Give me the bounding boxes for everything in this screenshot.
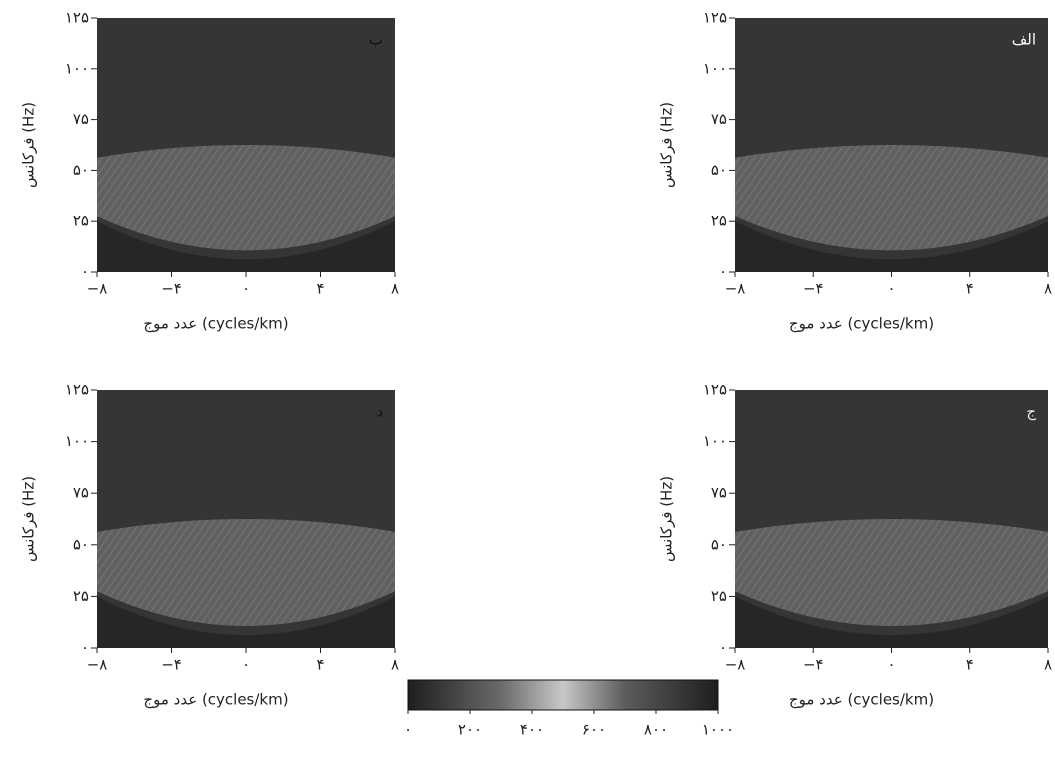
y-tick-label: ۰ — [81, 263, 89, 281]
spectrum-energy — [97, 519, 395, 627]
y-tick-label: ۷۵ — [73, 110, 89, 128]
x-tick-label: ۴ — [316, 280, 324, 298]
y-tick-label: ۷۵ — [73, 484, 89, 502]
colorbar-tick-label: ۶۰۰ — [582, 721, 606, 739]
y-tick-label: ۵۰ — [73, 161, 89, 179]
y-tick-label: ۲۵ — [711, 212, 727, 230]
y-tick-label: ۰ — [719, 263, 727, 281]
x-tick-label: −۴ — [161, 656, 182, 674]
y-tick-label: ۱۲۵ — [65, 381, 89, 399]
y-tick-label: ۱۰۰ — [703, 59, 727, 77]
x-axis-label: عدد موج (cycles/km) — [789, 691, 934, 710]
y-tick-label: ۲۵ — [73, 587, 89, 605]
x-tick-label: ۸ — [391, 656, 399, 674]
x-tick-label: −۴ — [803, 280, 824, 298]
y-tick-label: ۲۵ — [711, 587, 727, 605]
y-tick-label: ۱۲۵ — [65, 9, 89, 27]
x-tick-label: ۸ — [1044, 280, 1052, 298]
y-tick-label: ۱۲۵ — [703, 381, 727, 399]
x-tick-label: ۸ — [1044, 656, 1052, 674]
y-tick-label: ۵۰ — [73, 535, 89, 553]
spectrum-panel: ب — [97, 18, 395, 272]
colorbar-tick-label: ۱۰۰۰ — [702, 721, 734, 739]
x-tick-label: −۸ — [87, 656, 108, 674]
colorbar — [407, 679, 719, 711]
spectrum-panel: الف — [735, 18, 1048, 272]
x-axis-label: عدد موج (cycles/km) — [143, 315, 288, 334]
x-tick-label: ۴ — [966, 280, 974, 298]
y-tick-label: ۱۰۰ — [65, 432, 89, 450]
panel-label: د — [376, 403, 383, 421]
y-tick-label: ۱۰۰ — [703, 432, 727, 450]
x-tick-label: ۰ — [242, 656, 250, 674]
panel-label: الف — [1012, 31, 1036, 49]
x-tick-label: −۸ — [725, 280, 746, 298]
y-tick-label: ۱۲۵ — [703, 9, 727, 27]
y-tick-label: ۷۵ — [711, 484, 727, 502]
spectrum-energy — [735, 519, 1048, 627]
x-tick-label: ۸ — [391, 280, 399, 298]
colorbar-tick-label: ۴۰۰ — [520, 721, 544, 739]
spectrum-low — [97, 221, 395, 272]
x-tick-label: ۰ — [242, 280, 250, 298]
y-tick-label: ۵۰ — [711, 535, 727, 553]
spectrum-low — [735, 221, 1048, 272]
panel-label: ب — [369, 31, 383, 49]
y-axis-label: فرکانس (Hz) — [20, 476, 38, 562]
x-tick-label: −۸ — [725, 656, 746, 674]
spectrum-energy — [735, 145, 1048, 251]
y-tick-label: ۲۵ — [73, 212, 89, 230]
y-tick-label: ۰ — [719, 639, 727, 657]
x-tick-label: −۴ — [803, 656, 824, 674]
spectrum-low — [97, 596, 395, 648]
colorbar-tick-label: ۸۰۰ — [644, 721, 668, 739]
y-axis-label: فرکانس (Hz) — [20, 102, 38, 188]
x-tick-label: −۸ — [87, 280, 108, 298]
colorbar-tick-label: ۰ — [404, 721, 412, 739]
panel-label: ج — [1026, 403, 1036, 422]
y-tick-label: ۷۵ — [711, 110, 727, 128]
spectrum-energy — [97, 145, 395, 251]
spectrum-low — [735, 596, 1048, 648]
y-axis-label: فرکانس (Hz) — [658, 476, 676, 562]
x-axis-label: عدد موج (cycles/km) — [789, 315, 934, 334]
spectrum-panel: د — [97, 390, 395, 648]
x-tick-label: −۴ — [161, 280, 182, 298]
spectrum-panel: ج — [735, 390, 1048, 648]
y-tick-label: ۱۰۰ — [65, 59, 89, 77]
x-tick-label: ۴ — [966, 656, 974, 674]
x-axis-label: عدد موج (cycles/km) — [143, 691, 288, 710]
colorbar-tick-label: ۲۰۰ — [458, 721, 482, 739]
x-tick-label: ۰ — [887, 656, 895, 674]
y-tick-label: ۵۰ — [711, 161, 727, 179]
y-tick-label: ۰ — [81, 639, 89, 657]
y-axis-label: فرکانس (Hz) — [658, 102, 676, 188]
x-tick-label: ۰ — [887, 280, 895, 298]
x-tick-label: ۴ — [316, 656, 324, 674]
